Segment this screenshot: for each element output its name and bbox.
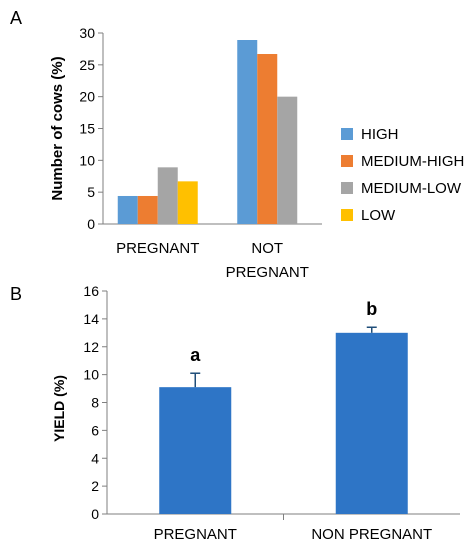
chart-a: A Number of cows (%) 0 5 10 15 20 25 30 PREGNANT N…: [10, 8, 464, 281]
legend-label: HIGH: [361, 126, 399, 143]
legend-swatch: [341, 182, 353, 194]
y-tick-label-a: 5: [87, 184, 95, 200]
significance-letter: b: [366, 299, 377, 319]
y-axis-label-a: Number of cows (%): [49, 56, 66, 200]
y-tick-label-b: 10: [83, 367, 99, 383]
legend-swatch: [341, 155, 353, 167]
bar-a: [137, 195, 158, 224]
bar-b: [335, 332, 408, 514]
panel-label-b: B: [10, 284, 22, 304]
legend-label: MEDIUM-LOW: [361, 180, 462, 197]
bar-a: [117, 195, 138, 224]
legend-swatch: [341, 209, 353, 221]
y-tick-label-b: 16: [83, 283, 99, 299]
panel-label-a: A: [10, 8, 22, 28]
y-tick-label-b: 14: [83, 311, 99, 327]
y-tick-label-a: 30: [79, 25, 95, 41]
y-tick-label-a: 25: [79, 57, 95, 73]
x-category-label-b: NON PREGNANT: [311, 526, 432, 543]
y-tick-label-a: 15: [79, 121, 95, 137]
y-tick-label-a: 10: [79, 152, 95, 168]
y-axis-label-b: YIELD (%): [51, 375, 67, 442]
significance-letter: a: [190, 345, 201, 365]
y-tick-label-b: 0: [91, 506, 99, 522]
bar-a: [257, 54, 278, 225]
legend-label: LOW: [361, 207, 396, 224]
bar-b: [159, 387, 232, 514]
bar-a: [237, 40, 258, 225]
y-tick-label-b: 8: [91, 395, 99, 411]
y-tick-label-b: 6: [91, 422, 99, 438]
y-tick-label-b: 12: [83, 339, 99, 355]
bar-a: [157, 167, 178, 224]
chart-b: B YIELD (%) 0 2 4 6 8 10 12 14 16 a PREGNANT b NON PRE…: [10, 283, 460, 543]
bar-a: [277, 96, 298, 224]
y-tick-label-b: 4: [91, 450, 99, 466]
legend-label: MEDIUM-HIGH: [361, 153, 464, 170]
legend-swatch: [341, 128, 353, 140]
y-tick-label-a: 0: [87, 216, 95, 232]
x-category-label-a: NOT: [251, 240, 283, 257]
y-tick-label-b: 2: [91, 478, 99, 494]
x-category-label-a: PREGNANT: [226, 264, 309, 281]
x-category-label-b: PREGNANT: [154, 526, 237, 543]
bar-a: [177, 181, 198, 224]
legend-a: HIGH MEDIUM-HIGH MEDIUM-LOW LOW: [341, 126, 464, 224]
x-category-label-a: PREGNANT: [116, 240, 199, 257]
y-tick-label-a: 20: [79, 89, 95, 105]
